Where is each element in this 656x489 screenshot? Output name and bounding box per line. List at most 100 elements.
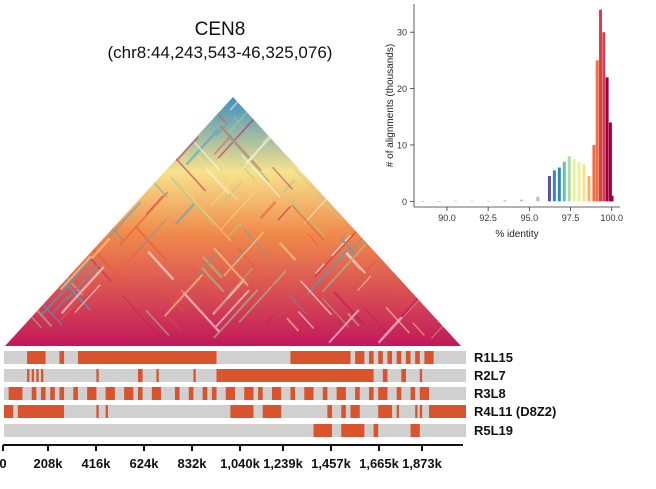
heatmap-streak [339, 237, 358, 256]
histogram-bar [470, 200, 474, 202]
heatmap-streak [299, 280, 332, 316]
track-segment [368, 351, 374, 364]
track-segment [290, 351, 351, 364]
heatmap-streak [136, 218, 168, 252]
heatmap-streak [219, 191, 256, 231]
track-segment [151, 387, 162, 400]
chart-title: CEN8 [194, 19, 246, 40]
annotation-track: R2L7 [4, 368, 506, 383]
heatmap-streak [170, 176, 216, 227]
track-segment [216, 369, 222, 382]
heatmap-streak [291, 204, 325, 241]
histogram-bar [547, 175, 551, 202]
heatmap-streak [119, 191, 169, 246]
axis-tick-label: 1,873k [402, 456, 443, 471]
track-label: R3L8 [474, 386, 506, 401]
heatmap-streak [148, 273, 187, 316]
histogram-bar [582, 164, 586, 202]
heatmap-streak [396, 284, 410, 299]
histogram-bar [567, 156, 571, 202]
track-segment [355, 387, 360, 400]
track-segment [290, 387, 296, 400]
track-segment [341, 405, 346, 418]
heatmap-streak [286, 317, 300, 332]
heatmap-streak [322, 298, 350, 328]
track-segment [137, 387, 143, 400]
heatmap-streak [357, 275, 372, 292]
heatmap-streak [213, 289, 250, 329]
chart-subtitle: (chr8:44,243,543-46,325,076) [107, 43, 333, 62]
heatmap-streak [185, 128, 220, 166]
heatmap-streak [288, 294, 307, 314]
histogram-bar [577, 161, 581, 202]
histogram-bar [552, 170, 556, 202]
heatmap-streak [219, 125, 262, 172]
track-segment [415, 351, 420, 364]
heatmap-streak [264, 314, 275, 325]
y-tick-label: 0 [402, 197, 407, 207]
heatmap-streak [163, 273, 204, 317]
histogram-bar [486, 200, 490, 202]
track-segment [378, 387, 388, 400]
track-segment [50, 387, 55, 400]
x-tick-label: 92.5 [479, 213, 497, 223]
track-segment [40, 369, 44, 382]
annotation-track: R1L15 [4, 350, 513, 365]
track-segment [73, 387, 78, 400]
heatmap-streak [213, 247, 249, 287]
track-segment [341, 424, 365, 437]
track-segment [59, 387, 65, 400]
histogram-bar [587, 175, 591, 202]
histogram-bar [592, 144, 596, 202]
axis-tick-label: 1,239k [263, 456, 304, 471]
track-segment [415, 405, 418, 418]
track-segment [27, 351, 46, 364]
heatmap-streak [122, 295, 164, 341]
track-segment [124, 387, 134, 400]
track-segment [174, 387, 180, 400]
heatmap-streak [238, 270, 287, 323]
track-segment [327, 405, 333, 418]
track-segment [137, 369, 143, 382]
heatmap-streak [183, 189, 232, 242]
axis-tick-label: 1,040k [220, 456, 261, 471]
heatmap-streak [74, 284, 101, 313]
heatmap-streak [175, 157, 207, 192]
axis-tick-label: 0 [0, 456, 7, 471]
track-segment [262, 405, 282, 418]
histogram-bar [562, 161, 566, 202]
heatmap-streak [282, 179, 296, 194]
axis-tick-label: 416k [82, 456, 112, 471]
heatmap-streak [346, 260, 377, 293]
heatmap-streak [347, 312, 360, 327]
heatmap-streak [60, 266, 105, 315]
track-segment [40, 387, 46, 400]
histogram-bar [602, 32, 606, 202]
heatmap-streak [181, 289, 221, 333]
histogram-bar [503, 200, 507, 202]
track-segment [193, 369, 196, 382]
track-segment [96, 405, 99, 418]
track-segment [424, 351, 434, 364]
track-segment [410, 387, 416, 400]
heatmap-streak [223, 231, 265, 277]
track-label: R5L19 [474, 423, 513, 438]
x-tick-label: 100.0 [600, 213, 623, 223]
track-segment [313, 424, 333, 437]
histogram-bar [536, 196, 540, 202]
y-tick-label: 10 [397, 140, 407, 150]
axis-tick-label: 1,457k [311, 456, 352, 471]
histogram-bar [605, 77, 609, 202]
track-segment [355, 351, 365, 364]
annotation-track: R4L11 (D8Z2) [4, 404, 556, 419]
heatmap-streak [344, 251, 362, 271]
heatmap-streak [59, 255, 92, 291]
track-segment [17, 405, 65, 418]
histogram-bar [454, 200, 457, 202]
track-segment [4, 405, 14, 418]
heatmap-streak [215, 105, 244, 137]
y-tick-label: 30 [397, 28, 407, 38]
x-tick-label: 95.0 [521, 213, 539, 223]
histogram-bar [421, 201, 425, 202]
track-segment [258, 387, 263, 400]
